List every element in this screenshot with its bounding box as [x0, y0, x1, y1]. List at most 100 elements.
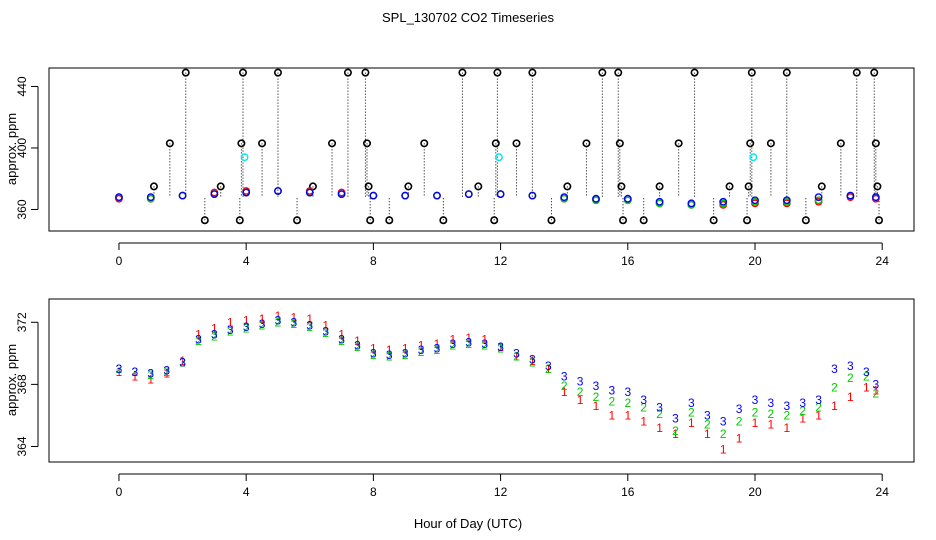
bottom-series-1-point: 1	[831, 399, 838, 413]
bottom-x-tick-label: 20	[748, 485, 762, 499]
top-outlier-point	[493, 68, 502, 77]
bottom-series-3-point: 3	[783, 399, 790, 413]
bottom-series-2-point: 2	[147, 368, 154, 382]
top-outlier-point	[852, 68, 861, 77]
bottom-series-3-point: 3	[322, 325, 329, 339]
top-outlier-point	[528, 68, 537, 77]
bottom-series-1-point: 1	[863, 380, 870, 394]
bottom-series-3-point: 3	[831, 362, 838, 376]
bottom-series-3-point: 3	[847, 359, 854, 373]
top-outlier-point	[364, 182, 373, 191]
bottom-series-3-point: 3	[418, 343, 425, 357]
top-series-3-point	[464, 190, 473, 198]
bottom-series-3-point: 3	[434, 342, 441, 356]
bottom-series-3-point: 3	[243, 320, 250, 334]
bottom-series-2-point: 2	[275, 315, 282, 329]
bottom-series-1-point: 1	[593, 399, 600, 413]
bottom-series-1-point: 1	[132, 370, 139, 384]
bottom-x-tick-label: 4	[243, 485, 250, 499]
top-outlier-point	[474, 182, 483, 191]
bottom-series-2-point: 2	[863, 370, 870, 384]
top-series-3-point	[305, 188, 314, 197]
bottom-series-3-point: 3	[545, 359, 552, 373]
bottom-series-1-point: 1	[450, 332, 457, 346]
top-y-tick-label: 360	[15, 199, 29, 219]
bottom-series-1-point: 1	[195, 328, 202, 342]
bottom-series-1-point: 1	[116, 365, 123, 379]
bottom-series-2-point: 2	[418, 345, 425, 359]
bottom-x-tick-label: 8	[370, 485, 377, 499]
bottom-series-2-point: 2	[354, 340, 361, 354]
bottom-series-1-point: 1	[370, 342, 377, 356]
bottom-series-1-point: 1	[497, 340, 504, 354]
top-outlier-point	[690, 68, 699, 77]
top-outlier-point	[512, 139, 521, 148]
bottom-series-1-point: 1	[688, 416, 695, 430]
bottom-series-2-point: 2	[291, 317, 298, 331]
bottom-series-2-point: 2	[577, 385, 584, 399]
top-outlier-point	[871, 139, 880, 148]
top-outlier-point	[293, 216, 302, 225]
bottom-series-2-point: 2	[783, 408, 790, 422]
bottom-plot-frame	[48, 298, 915, 463]
bottom-series-3-point: 3	[132, 365, 139, 379]
bottom-series-3-point: 3	[195, 332, 202, 346]
bottom-series-2-point: 2	[831, 380, 838, 394]
bottom-series-2-point: 2	[545, 362, 552, 376]
top-series-3-point	[687, 199, 696, 208]
top-outlier-point	[744, 182, 753, 191]
bottom-series-1-point: 1	[386, 343, 393, 357]
top-series-3-point	[496, 190, 505, 198]
bottom-series-3-point: 3	[370, 346, 377, 360]
top-series-3-point	[178, 191, 187, 200]
bottom-series-2-point: 2	[513, 349, 520, 363]
bottom-x-tick-label: 16	[621, 485, 635, 499]
top-axes: 0 4 8 12 16 20 24 360 400 440	[15, 76, 889, 268]
bottom-series-3-point: 3	[259, 317, 266, 331]
bottom-series-2-point: 2	[640, 401, 647, 415]
top-panel: approx. ppm 0 4 8 12 16 20 24 360 400 440	[4, 67, 915, 268]
bottom-series-1-point: 1	[815, 408, 822, 422]
bottom-series-3-point: 3	[481, 337, 488, 351]
bottom-series-1-point: 1	[736, 432, 743, 446]
top-outlier-point	[598, 68, 607, 77]
bottom-series-3-point: 3	[465, 335, 472, 349]
bottom-series-2-point: 2	[132, 365, 139, 379]
bottom-series-1-point: 1	[227, 315, 234, 329]
bottom-series-3-point: 3	[672, 412, 679, 426]
bottom-series-1-point: 1	[656, 421, 663, 435]
bottom-y-tick-label: 364	[15, 436, 29, 456]
bottom-series-3-point: 3	[529, 353, 536, 367]
bottom-series-1-point: 1	[275, 309, 282, 323]
bottom-series-2-point: 2	[434, 343, 441, 357]
bottom-series-1-point: 1	[322, 318, 329, 332]
figure-title: SPL_130702 CO2 Timeseries	[382, 10, 554, 25]
top-outlier-point	[766, 139, 775, 148]
bottom-series-2-point: 2	[179, 356, 186, 370]
bottom-series-2-point: 2	[815, 401, 822, 415]
top-outlier-point	[420, 139, 429, 148]
bottom-series-2-point: 2	[370, 348, 377, 362]
top-series-3-point	[401, 191, 410, 200]
bottom-series-2-point: 2	[799, 404, 806, 418]
bottom-series-1-point: 1	[720, 443, 727, 457]
bottom-series-2-point: 2	[338, 334, 345, 348]
bottom-x-tick-label: 0	[116, 485, 123, 499]
bottom-series-2-point: 2	[386, 349, 393, 363]
top-series-3-point	[433, 191, 441, 200]
bottom-series-1-point: 1	[465, 331, 472, 345]
bottom-series-2-point: 2	[872, 387, 879, 401]
bottom-series-1-point: 1	[545, 362, 552, 376]
bottom-series-3-point: 3	[688, 396, 695, 410]
bottom-series-1-point: 1	[291, 311, 298, 325]
top-outlier-point	[655, 182, 664, 191]
top-outlier-point	[639, 216, 648, 225]
bottom-series-2-point: 2	[322, 326, 329, 340]
bottom-series-3-point: 3	[815, 393, 822, 407]
top-outlier-point	[873, 182, 882, 191]
top-series-3-point	[846, 191, 855, 200]
top-outlier-point	[258, 139, 267, 148]
bottom-series-2-point: 2	[227, 325, 234, 339]
bottom-series-3-point: 3	[752, 393, 759, 407]
